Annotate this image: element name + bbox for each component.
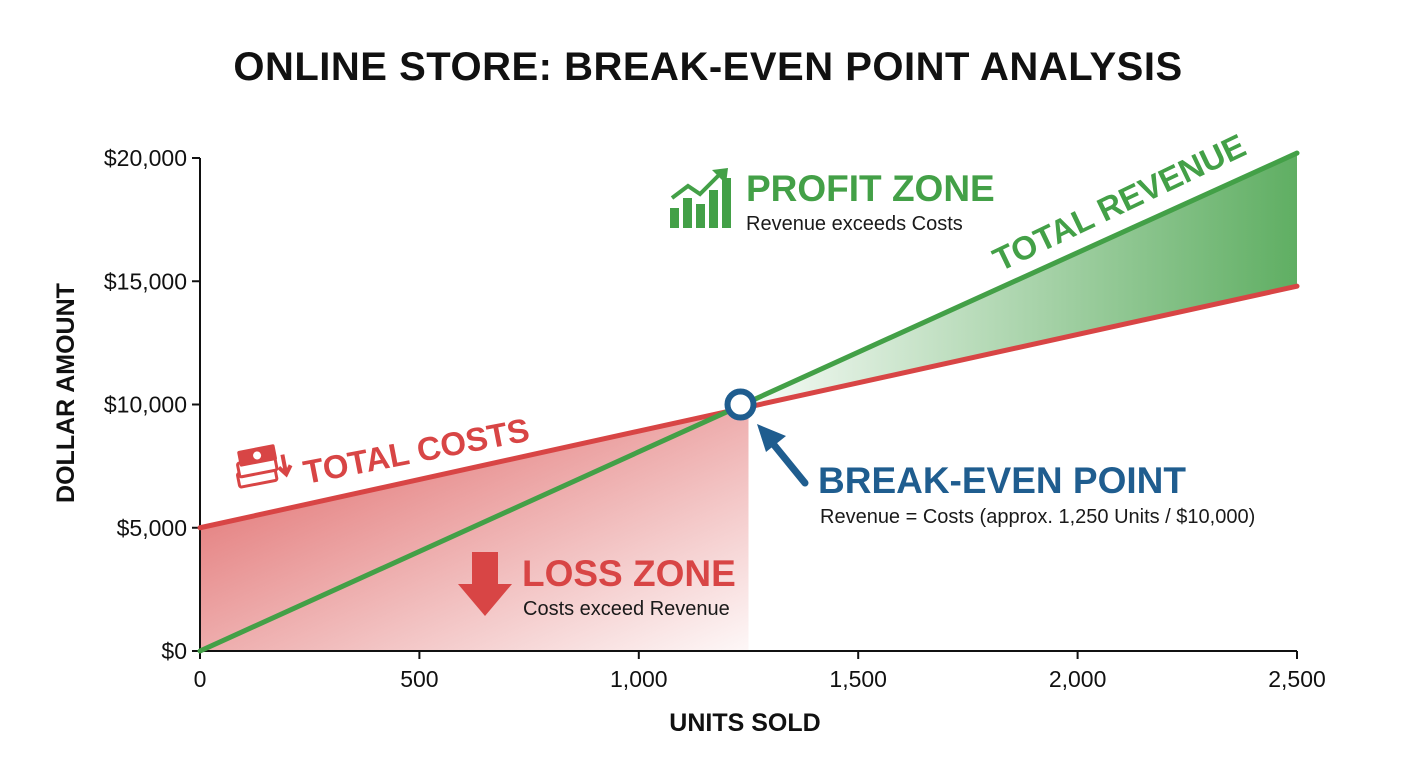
x-tick-label: 1,500 (829, 666, 887, 692)
pointer-arrow-icon (757, 424, 809, 487)
x-axis-title: UNITS SOLD (669, 709, 820, 737)
break-even-marker (724, 388, 757, 421)
break-even-marker-group (724, 388, 757, 421)
break-even-subtitle: Revenue = Costs (approx. 1,250 Units / $… (820, 506, 1255, 528)
x-tick-label: 500 (400, 666, 438, 692)
x-tick-label: 2,500 (1268, 666, 1326, 692)
down-arrow-icon (458, 552, 512, 616)
money-stack-down-icon (236, 444, 293, 489)
y-axis-title: DOLLAR AMOUNT (52, 283, 80, 503)
loss-zone-subtitle: Costs exceed Revenue (523, 598, 730, 620)
y-tick-label: $5,000 (117, 515, 187, 541)
x-tick-label: 1,000 (610, 666, 668, 692)
chart-title: ONLINE STORE: BREAK-EVEN POINT ANALYSIS (233, 45, 1182, 89)
break-even-title: BREAK-EVEN POINT (818, 460, 1186, 501)
loss-zone-title: LOSS ZONE (522, 553, 736, 594)
profit-zone-annotation: PROFIT ZONE Revenue exceeds Costs (670, 168, 995, 235)
profit-zone-title: PROFIT ZONE (746, 168, 995, 209)
profit-zone-subtitle: Revenue exceeds Costs (746, 213, 963, 235)
x-tick-label: 2,000 (1049, 666, 1107, 692)
y-tick-label: $0 (161, 638, 187, 664)
x-tick-label: 0 (194, 666, 207, 692)
y-tick-label: $20,000 (104, 145, 187, 171)
y-tick-label: $10,000 (104, 392, 187, 418)
y-tick-label: $15,000 (104, 268, 187, 294)
bar-chart-up-icon (670, 168, 731, 228)
loss-zone-annotation: LOSS ZONE Costs exceed Revenue (458, 552, 736, 620)
tick-group: $0 $5,000 $10,000 $15,000 $20,000 0 500 1,000 1,… (104, 145, 1326, 692)
break-even-annotation: BREAK-EVEN POINT Revenue = Costs (approx… (757, 424, 1255, 528)
